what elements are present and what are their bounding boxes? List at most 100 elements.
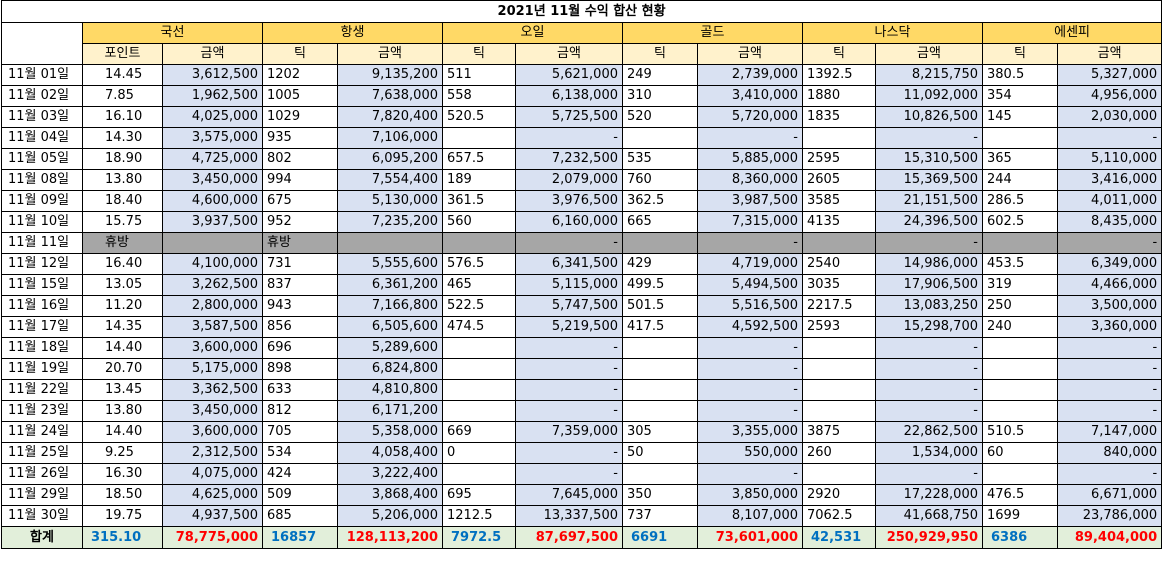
tick-cell[interactable] [442, 463, 516, 485]
amount-cell[interactable]: 6,824,800 [337, 358, 443, 380]
subheader-amount[interactable]: 금액 [875, 43, 983, 65]
amount-cell[interactable]: 6,160,000 [515, 211, 623, 233]
tick-cell[interactable]: 362.5 [622, 190, 698, 212]
amount-cell[interactable]: 7,554,400 [337, 169, 443, 191]
tick-cell[interactable]: 665 [622, 211, 698, 233]
amount-cell[interactable]: 7,645,000 [515, 484, 623, 506]
tick-cell[interactable]: 7062.5 [802, 505, 876, 527]
subheader-count[interactable]: 틱 [982, 43, 1058, 65]
point-cell[interactable]: 14.45 [82, 64, 163, 86]
total-amount[interactable]: 89,404,000 [1056, 526, 1162, 549]
amount-cell[interactable]: 21,151,500 [875, 190, 983, 212]
amount-cell[interactable]: 4,011,000 [1056, 190, 1162, 212]
tick-cell[interactable]: 429 [622, 253, 698, 275]
total-amount[interactable]: 87,697,500 [515, 526, 623, 549]
total-count[interactable]: 6691 [622, 526, 698, 549]
row-date[interactable]: 11월 11일 [1, 232, 83, 254]
tick-cell[interactable]: 812 [262, 400, 338, 422]
tick-cell[interactable]: 2593 [802, 316, 876, 338]
amount-cell[interactable]: 4,466,000 [1056, 274, 1162, 296]
total-count[interactable]: 6386 [982, 526, 1058, 549]
point-cell[interactable]: 7.85 [82, 85, 163, 107]
amount-cell[interactable]: 2,800,000 [162, 295, 263, 317]
amount-cell[interactable]: 5,289,600 [337, 337, 443, 359]
total-count[interactable]: 7972.5 [442, 526, 516, 549]
tick-cell[interactable] [622, 463, 698, 485]
tick-cell[interactable] [622, 337, 698, 359]
amount-cell[interactable]: 3,450,000 [162, 169, 263, 191]
amount-cell[interactable]: 5,720,000 [697, 106, 803, 128]
subheader-count[interactable]: 포인트 [82, 43, 163, 65]
point-cell[interactable]: 14.30 [82, 127, 163, 149]
tick-cell[interactable] [622, 400, 698, 422]
row-date[interactable]: 11월 08일 [1, 169, 83, 191]
tick-cell[interactable]: 286.5 [982, 190, 1058, 212]
tick-cell[interactable]: 1392.5 [802, 64, 876, 86]
amount-cell[interactable]: 4,100,000 [162, 253, 263, 275]
tick-cell[interactable]: 3035 [802, 274, 876, 296]
row-date[interactable]: 11월 01일 [1, 64, 83, 86]
amount-cell[interactable]: 4,058,400 [337, 442, 443, 464]
amount-cell[interactable]: 11,092,000 [875, 85, 983, 107]
total-count[interactable]: 315.10 [82, 526, 163, 549]
point-cell[interactable]: 14.40 [82, 421, 163, 443]
tick-cell[interactable] [982, 358, 1058, 380]
amount-cell[interactable]: 6,361,200 [337, 274, 443, 296]
amount-cell[interactable]: 14,986,000 [875, 253, 983, 275]
amount-cell[interactable]: 17,906,500 [875, 274, 983, 296]
tick-cell[interactable]: 499.5 [622, 274, 698, 296]
amount-cell[interactable]: 5,725,500 [515, 106, 623, 128]
row-date[interactable]: 11월 22일 [1, 379, 83, 401]
amount-cell[interactable]: 4,810,800 [337, 379, 443, 401]
amount-cell[interactable]: 13,083,250 [875, 295, 983, 317]
tick-cell[interactable] [442, 358, 516, 380]
tick-cell[interactable]: 365 [982, 148, 1058, 170]
tick-cell[interactable]: 802 [262, 148, 338, 170]
tick-cell[interactable] [622, 127, 698, 149]
amount-cell[interactable]: 2,312,500 [162, 442, 263, 464]
tick-cell[interactable]: 535 [622, 148, 698, 170]
amount-cell[interactable]: 3,937,500 [162, 211, 263, 233]
amount-cell[interactable]: 3,410,000 [697, 85, 803, 107]
amount-cell[interactable]: - [697, 127, 803, 149]
tick-cell[interactable]: 731 [262, 253, 338, 275]
amount-cell[interactable]: - [875, 379, 983, 401]
tick-cell[interactable]: 705 [262, 421, 338, 443]
amount-cell[interactable]: 5,115,000 [515, 274, 623, 296]
tick-cell[interactable]: 244 [982, 169, 1058, 191]
tick-cell[interactable]: 633 [262, 379, 338, 401]
tick-cell[interactable]: 2540 [802, 253, 876, 275]
tick-cell[interactable] [622, 232, 698, 254]
amount-cell[interactable]: 17,228,000 [875, 484, 983, 506]
tick-cell[interactable]: 1880 [802, 85, 876, 107]
instrument-header[interactable]: 항생 [262, 22, 443, 44]
tick-cell[interactable]: 695 [442, 484, 516, 506]
amount-cell[interactable]: 3,600,000 [162, 337, 263, 359]
amount-cell[interactable]: 5,747,500 [515, 295, 623, 317]
tick-cell[interactable] [802, 379, 876, 401]
amount-cell[interactable]: 840,000 [1056, 442, 1162, 464]
point-cell[interactable]: 16.10 [82, 106, 163, 128]
tick-cell[interactable] [802, 127, 876, 149]
tick-cell[interactable]: 240 [982, 316, 1058, 338]
tick-cell[interactable]: 1699 [982, 505, 1058, 527]
point-cell[interactable]: 11.20 [82, 295, 163, 317]
amount-cell[interactable]: - [1056, 337, 1162, 359]
total-amount[interactable]: 78,775,000 [162, 526, 263, 549]
tick-cell[interactable] [982, 463, 1058, 485]
row-date[interactable]: 11월 12일 [1, 253, 83, 275]
tick-cell[interactable] [622, 358, 698, 380]
corner-cell[interactable] [1, 22, 83, 65]
amount-cell[interactable]: 8,107,000 [697, 505, 803, 527]
subheader-amount[interactable]: 금액 [697, 43, 803, 65]
tick-cell[interactable]: 476.5 [982, 484, 1058, 506]
amount-cell[interactable]: 5,516,500 [697, 295, 803, 317]
point-cell[interactable]: 15.75 [82, 211, 163, 233]
amount-cell[interactable]: 4,725,000 [162, 148, 263, 170]
tick-cell[interactable]: 511 [442, 64, 516, 86]
tick-cell[interactable]: 837 [262, 274, 338, 296]
amount-cell[interactable]: - [515, 127, 623, 149]
amount-cell[interactable]: - [515, 400, 623, 422]
tick-cell[interactable]: 350 [622, 484, 698, 506]
amount-cell[interactable]: 5,327,000 [1056, 64, 1162, 86]
